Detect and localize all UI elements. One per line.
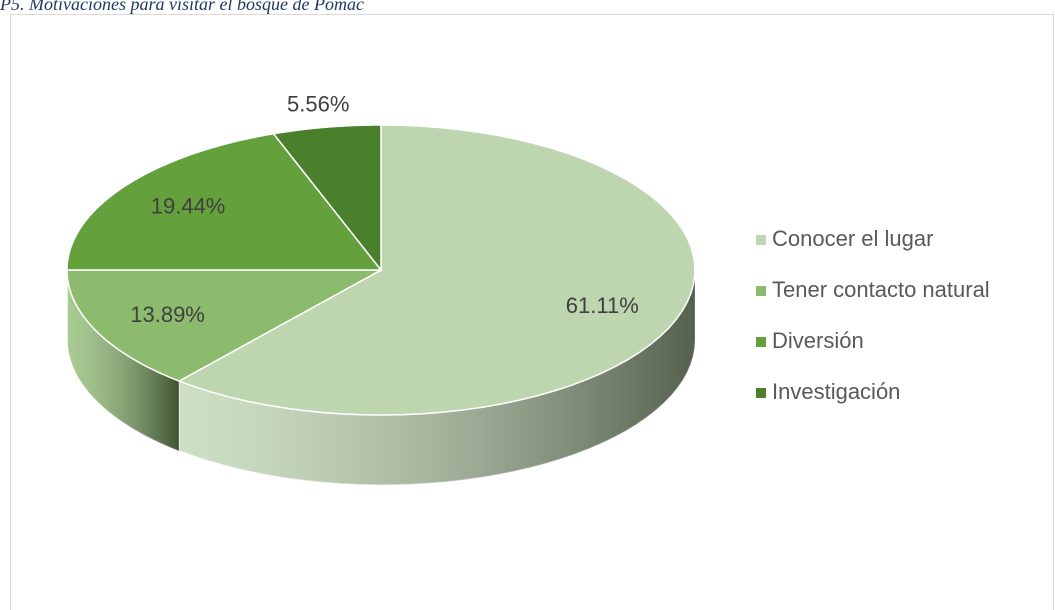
- legend-label: Diversión: [772, 328, 864, 353]
- data-label: 19.44%: [151, 193, 226, 218]
- pie-side-shade: [67, 270, 180, 452]
- legend-label: Investigación: [772, 379, 900, 404]
- legend-swatch: [756, 235, 766, 245]
- chart-title: P5. Motivaciones para visitar el bosque …: [0, 0, 364, 14]
- pie-slice: [66, 132, 383, 271]
- data-label: 5.56%: [287, 92, 349, 117]
- data-label: 61.11%: [566, 293, 639, 318]
- legend-label: Tener contacto natural: [772, 277, 990, 302]
- pie-slice: [177, 124, 696, 416]
- legend-swatch: [756, 286, 766, 296]
- legend-label: Conocer el lugar: [772, 226, 933, 251]
- legend-swatch: [756, 337, 766, 347]
- pie-slice: [66, 269, 382, 382]
- legend-swatch: [756, 388, 766, 398]
- data-label: 13.89%: [130, 302, 205, 327]
- pie-side-shade: [179, 270, 695, 485]
- pie-slice: [272, 124, 382, 273]
